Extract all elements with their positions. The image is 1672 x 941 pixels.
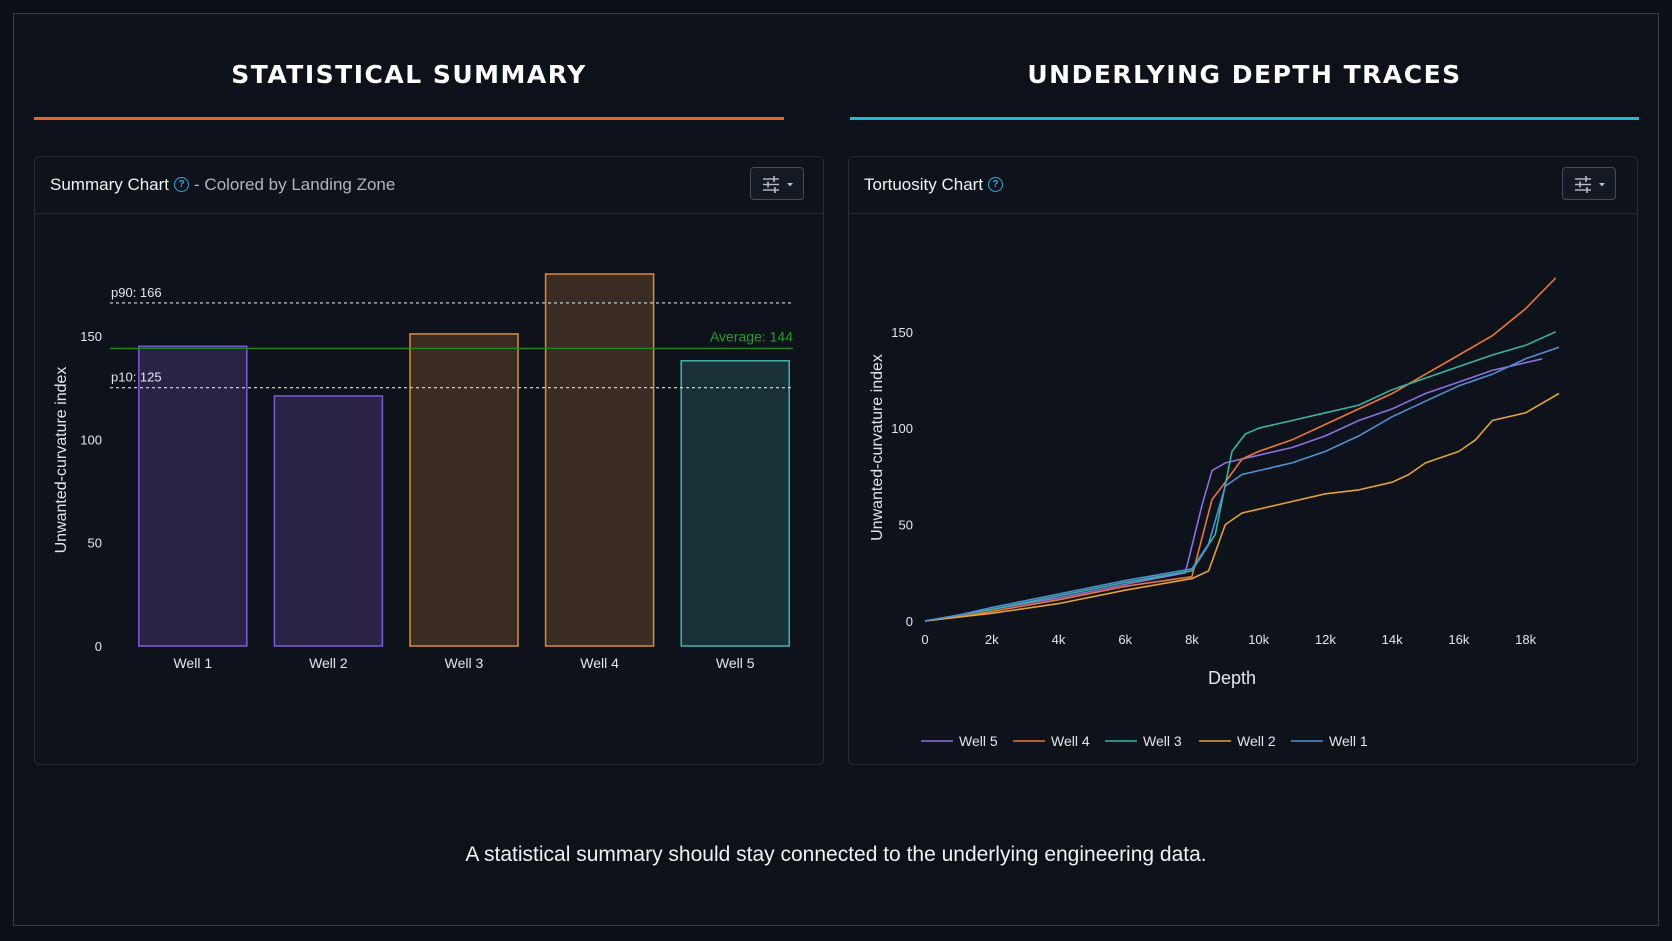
section-rule-left bbox=[34, 117, 784, 120]
x-axis-label: Depth bbox=[1208, 668, 1256, 688]
tortuosity-card-header: Tortuosity Chart? bbox=[849, 157, 1637, 214]
x-tick-label: Well 4 bbox=[580, 655, 619, 671]
y-axis-label: Unwanted-curvature index bbox=[53, 367, 70, 554]
series-line-well-3 bbox=[924, 331, 1557, 622]
summary-card-header: Summary Chart? - Colored by Landing Zone bbox=[35, 157, 823, 214]
tortuosity-line-chart: 0 50 100 150 0 2k 4k 6k 8k 10k 12k 14k 16k 18k Unwante… bbox=[869, 277, 1560, 749]
legend-label: Well 2 bbox=[1237, 733, 1276, 749]
tortuosity-card-title: Tortuosity Chart? bbox=[864, 175, 1008, 195]
chevron-down-icon bbox=[787, 183, 793, 187]
x-tick-label: 12k bbox=[1315, 632, 1336, 647]
x-tick-label: 14k bbox=[1382, 632, 1403, 647]
x-tick-label: 8k bbox=[1185, 632, 1199, 647]
summary-chart-card: Summary Chart? - Colored by Landing Zone … bbox=[34, 156, 824, 765]
series-line-well-4 bbox=[924, 277, 1557, 622]
section-title-statistical-summary: STATISTICAL SUMMARY bbox=[231, 60, 587, 89]
series-line-well-5 bbox=[924, 358, 1543, 622]
summary-chart-title: Summary Chart bbox=[50, 175, 170, 194]
legend-label: Well 4 bbox=[1051, 733, 1090, 749]
y-tick-label: 150 bbox=[80, 329, 102, 344]
legend-label: Well 1 bbox=[1329, 733, 1368, 749]
slide-caption: A statistical summary should stay connec… bbox=[465, 843, 1207, 866]
bar-well-5 bbox=[680, 360, 790, 647]
x-tick-label: Well 2 bbox=[309, 655, 348, 671]
help-circle-icon[interactable]: ? bbox=[174, 177, 190, 192]
x-tick-label: Well 1 bbox=[173, 655, 212, 671]
summary-bar-chart: 0 50 100 150 Unwanted-curvature index Well 1 W… bbox=[53, 273, 793, 671]
legend-label: Well 3 bbox=[1143, 733, 1182, 749]
x-tick-label: 2k bbox=[985, 632, 999, 647]
y-tick-label: 100 bbox=[80, 432, 102, 447]
series-line-well-2 bbox=[924, 392, 1560, 622]
y-axis-label: Unwanted-curvature index bbox=[869, 354, 886, 541]
summary-chart-subtitle: - Colored by Landing Zone bbox=[194, 175, 396, 194]
x-tick-label: Well 5 bbox=[716, 655, 755, 671]
bar-well-4 bbox=[544, 273, 655, 647]
x-tick-label: 10k bbox=[1248, 632, 1269, 647]
section-title-underlying-depth-traces: UNDERLYING DEPTH TRACES bbox=[1027, 60, 1462, 89]
section-rule-right bbox=[850, 117, 1639, 120]
bar-well-3 bbox=[409, 333, 519, 647]
reference-label-average: Average: 144 bbox=[710, 328, 793, 344]
chevron-down-icon bbox=[1599, 183, 1605, 187]
y-tick-label: 150 bbox=[891, 325, 913, 340]
x-tick-label: 4k bbox=[1052, 632, 1066, 647]
summary-settings-button[interactable] bbox=[750, 167, 804, 200]
x-tick-label: 16k bbox=[1448, 632, 1469, 647]
legend-label: Well 5 bbox=[959, 733, 998, 749]
sliders-icon bbox=[763, 176, 793, 193]
help-circle-icon[interactable]: ? bbox=[988, 177, 1004, 192]
x-tick-label: 0 bbox=[921, 632, 928, 647]
reference-label-p90: p90: 166 bbox=[111, 285, 162, 300]
tortuosity-settings-button[interactable] bbox=[1562, 167, 1616, 200]
sliders-icon bbox=[1575, 176, 1605, 193]
x-tick-label: Well 3 bbox=[445, 655, 484, 671]
summary-card-title: Summary Chart? - Colored by Landing Zone bbox=[50, 175, 395, 195]
x-tick-label: 6k bbox=[1118, 632, 1132, 647]
bar-well-2 bbox=[273, 395, 384, 647]
reference-label-p10: p10: 125 bbox=[111, 370, 162, 385]
bar-well-1 bbox=[138, 345, 248, 647]
tortuosity-chart-title: Tortuosity Chart bbox=[864, 175, 984, 194]
x-tick-label: 18k bbox=[1515, 632, 1536, 647]
y-tick-label: 100 bbox=[891, 421, 913, 436]
y-tick-label: 0 bbox=[95, 639, 102, 654]
y-tick-label: 50 bbox=[899, 518, 913, 533]
y-tick-label: 0 bbox=[906, 614, 913, 629]
y-tick-label: 50 bbox=[88, 536, 102, 551]
series-line-well-1 bbox=[924, 346, 1560, 622]
tortuosity-chart-card: Tortuosity Chart? 0 50 100 150 0 2k 4k 6k 8k 10k 1… bbox=[848, 156, 1638, 765]
